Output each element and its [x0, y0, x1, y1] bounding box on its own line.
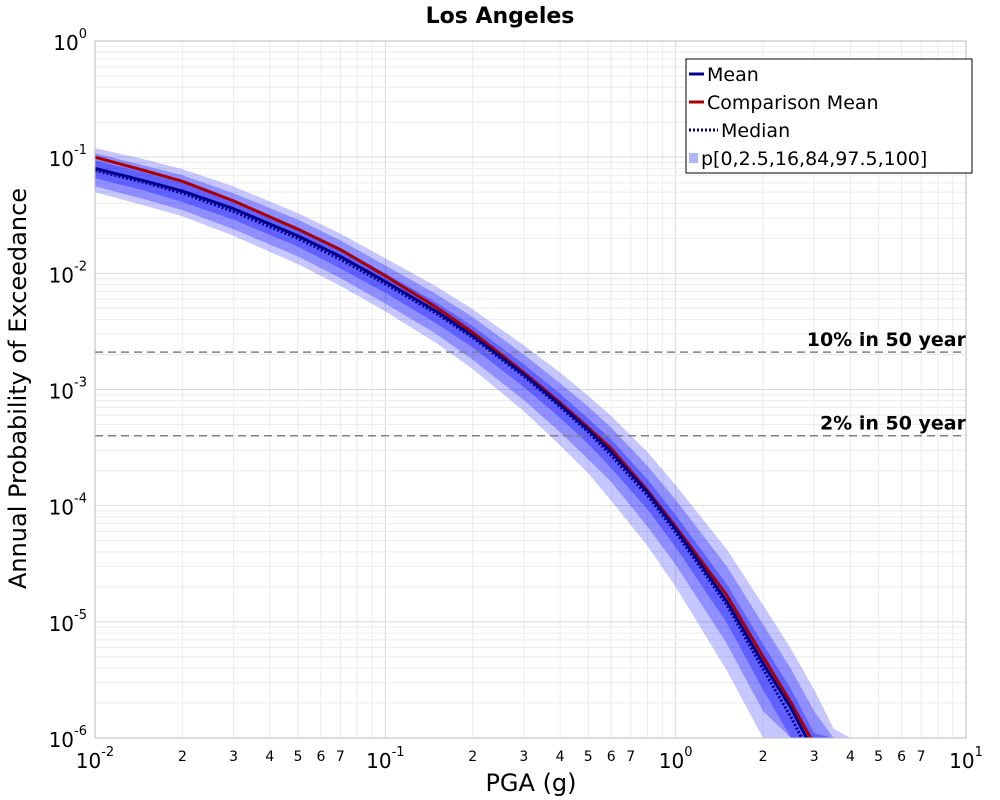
- y-major-tick-label: 10-3: [49, 376, 87, 404]
- series-line-comparison-mean: [95, 155, 813, 738]
- x-minor-tick-label: 7: [917, 749, 926, 765]
- x-minor-tick-label: 6: [316, 749, 325, 765]
- legend: Mean Comparison Mean Median p[0,2.5,16,84,9…: [685, 58, 973, 174]
- x-axis-label: PGA (g): [485, 769, 576, 797]
- x-major-tick-label: 10-1: [366, 745, 404, 773]
- legend-entry-label: Mean: [707, 64, 759, 86]
- y-major-tick-label: 10-2: [49, 259, 87, 287]
- x-minor-tick-label: 2: [759, 749, 768, 765]
- y-major-tick-label: 10-5: [49, 608, 87, 636]
- x-minor-tick-label: 4: [556, 749, 565, 765]
- chart-title: Los Angeles: [426, 4, 575, 29]
- x-minor-tick-label: 7: [626, 749, 635, 765]
- x-major-tick-label: 101: [949, 745, 983, 773]
- x-minor-tick-label: 4: [846, 749, 855, 765]
- x-major-tick-label: 100: [659, 745, 693, 773]
- legend-box: [685, 58, 973, 174]
- reference-line-label-0: 10% in 50 year: [807, 329, 967, 351]
- x-minor-tick-label: 3: [229, 749, 238, 765]
- series-line-mean: [95, 166, 809, 738]
- y-major-tick-label: 10-6: [49, 724, 87, 752]
- x-major-tick-label: 10-2: [76, 745, 114, 773]
- x-minor-tick-label: 3: [519, 749, 528, 765]
- y-major-tick-label: 10-4: [49, 492, 87, 520]
- reference-line-label-1: 2% in 50 year: [820, 413, 967, 435]
- grid: [95, 41, 966, 738]
- y-major-tick-label: 100: [53, 27, 87, 55]
- x-minor-tick-label: 5: [584, 749, 593, 765]
- x-minor-tick-label: 4: [265, 749, 274, 765]
- series-lines: [95, 155, 813, 738]
- reference-lines: 10% in 50 year 2% in 50 year: [95, 329, 967, 437]
- x-minor-tick-label: 6: [897, 749, 906, 765]
- x-minor-tick-label: 2: [468, 749, 477, 765]
- x-minor-tick-label: 2: [178, 749, 187, 765]
- y-major-tick-label: 10-1: [49, 143, 87, 171]
- y-axis-label: Annual Probability of Exceedance: [4, 188, 32, 589]
- x-minor-tick-label: 3: [810, 749, 819, 765]
- legend-entry-label: Comparison Mean: [707, 92, 879, 114]
- legend-entry-label: Median: [721, 120, 790, 142]
- x-minor-tick-label: 5: [293, 749, 302, 765]
- legend-swatch: [689, 153, 698, 163]
- plot-frame: [94, 40, 967, 739]
- x-minor-tick-label: 5: [874, 749, 883, 765]
- x-minor-tick-label: 7: [336, 749, 345, 765]
- series-line-median: [95, 168, 804, 738]
- legend-entry-label: p[0,2.5,16,84,97.5,100]: [701, 148, 927, 170]
- x-minor-tick-label: 6: [607, 749, 616, 765]
